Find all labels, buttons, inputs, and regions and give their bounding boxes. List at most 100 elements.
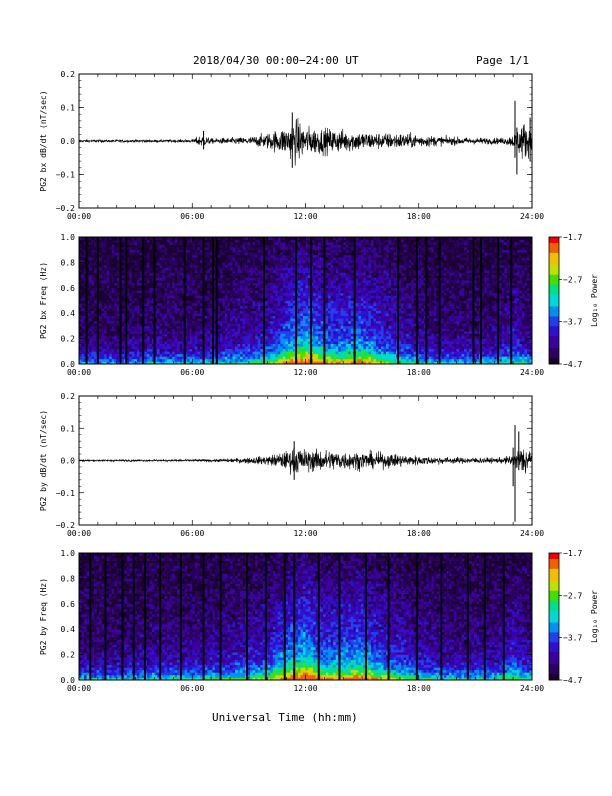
spectrogram-cell	[230, 295, 233, 298]
spectrogram-cell	[207, 270, 210, 273]
spectrogram-cell	[278, 280, 281, 283]
spectrogram-cell	[303, 288, 306, 291]
spectrogram-cell	[94, 326, 97, 329]
spectrogram-cell	[104, 267, 107, 270]
spectrogram-cell	[137, 311, 140, 314]
spectrogram-cell	[157, 326, 160, 329]
spectrogram-cell	[112, 354, 115, 357]
spectrogram-cell	[260, 283, 263, 286]
spectrogram-cell	[253, 242, 256, 245]
spectrogram-cell	[114, 311, 117, 314]
spectrogram-cell	[227, 318, 230, 321]
spectrogram-cell	[175, 247, 178, 250]
spectrogram-cell	[238, 301, 241, 304]
spectrogram-cell	[107, 262, 110, 265]
spectrogram-cell	[170, 242, 173, 245]
spectrogram-cell	[104, 359, 107, 362]
spectrogram-cell	[278, 301, 281, 304]
spectrogram-cell	[205, 257, 208, 260]
spectrogram-cell	[114, 247, 117, 250]
spectrogram-cell	[222, 295, 225, 298]
spectrogram-cell	[187, 321, 190, 324]
spectrogram-cell	[207, 301, 210, 304]
spectrogram-cell	[177, 356, 180, 359]
spectrogram-cell	[280, 273, 283, 276]
spectrogram-cell	[109, 303, 112, 306]
spectrogram-cell	[260, 280, 263, 283]
spectrogram-cell	[235, 356, 238, 359]
spectrogram-cell	[235, 262, 238, 265]
spectrogram-cell	[139, 301, 142, 304]
spectrogram-cell	[222, 270, 225, 273]
spectrogram-cell	[225, 270, 228, 273]
spectrogram-cell	[313, 298, 316, 301]
spectrogram-cell	[82, 346, 85, 349]
spectrogram-cell	[104, 260, 107, 263]
spectrogram-cell	[177, 273, 180, 276]
spectrogram-cell	[104, 349, 107, 352]
spectrogram-cell	[162, 247, 165, 250]
spectrogram-cell	[162, 295, 165, 298]
spectrogram-cell	[285, 326, 288, 329]
spectrogram-cell	[107, 351, 110, 354]
spectrogram-cell	[192, 257, 195, 260]
spectrogram-cell	[157, 267, 160, 270]
spectrogram-cell	[273, 311, 276, 314]
spectrogram-cell	[268, 349, 271, 352]
spectrogram-cell	[175, 290, 178, 293]
spectrogram-cell	[167, 242, 170, 245]
spectrogram-cell	[139, 321, 142, 324]
spectrogram-cell	[205, 318, 208, 321]
spectrogram-cell	[129, 321, 132, 324]
spectrogram-cell	[238, 308, 241, 311]
spectrogram-cell	[255, 356, 258, 359]
spectrogram-cell	[92, 316, 95, 319]
spectrogram-cell	[318, 328, 321, 331]
spectrogram-cell	[285, 280, 288, 283]
spectrogram-cell	[273, 285, 276, 288]
spectrogram-cell	[165, 323, 168, 326]
spectrogram-cell	[238, 288, 241, 291]
spectrogram-cell	[82, 308, 85, 311]
spectrogram-cell	[195, 240, 198, 243]
spectrogram-cell	[134, 257, 137, 260]
spectrogram-cell	[200, 267, 203, 270]
spectrogram-cell	[112, 331, 115, 334]
spectrogram-cell	[94, 278, 97, 281]
spectrogram-cell	[109, 245, 112, 248]
spectrogram-cell	[104, 255, 107, 258]
spectrogram-cell	[175, 270, 178, 273]
spectrogram-cell	[260, 250, 263, 253]
spectrogram-cell	[250, 339, 253, 342]
spectrogram-cell	[122, 356, 125, 359]
spectrogram-cell	[298, 288, 301, 291]
spectrogram-cell	[147, 303, 150, 306]
spectrogram-cell	[175, 344, 178, 347]
spectrogram-cell	[132, 288, 135, 291]
spectrogram-cell	[177, 245, 180, 248]
spectrogram-cell	[240, 323, 243, 326]
spectrogram-cell	[144, 295, 147, 298]
spectrogram-cell	[127, 265, 130, 268]
spectrogram-cell	[258, 255, 261, 258]
spectrogram-cell	[217, 346, 220, 349]
spectrogram-cell	[265, 321, 268, 324]
spectrogram-cell	[217, 270, 220, 273]
spectrogram-cell	[134, 245, 137, 248]
spectrogram-cell	[187, 275, 190, 278]
spectrogram-cell	[285, 341, 288, 344]
spectrogram-cell	[157, 265, 160, 268]
spectrogram-cell	[243, 260, 246, 263]
spectrogram-cell	[114, 326, 117, 329]
spectrogram-cell	[167, 334, 170, 337]
spectrogram-cell	[102, 318, 105, 321]
spectrogram-cell	[104, 270, 107, 273]
spectrogram-cell	[109, 354, 112, 357]
spectrogram-cell	[238, 240, 241, 243]
spectrogram-cell	[180, 257, 183, 260]
spectrogram-cell	[316, 280, 319, 283]
spectrogram-cell	[288, 356, 291, 359]
spectrogram-cell	[207, 306, 210, 309]
spectrogram-cell	[243, 280, 246, 283]
spectrogram-cell	[283, 323, 286, 326]
